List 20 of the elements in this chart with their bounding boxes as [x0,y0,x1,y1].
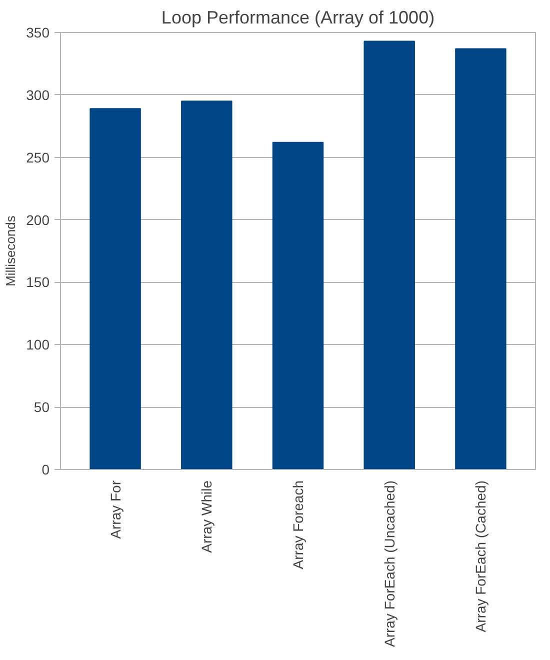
bar [181,100,232,470]
y-tick-label: 350 [26,24,50,40]
x-tick-label: Array ForEach (Uncached) [381,480,398,648]
bar [272,142,324,470]
y-tick-label: 0 [42,462,50,478]
bar [455,48,506,470]
y-tick-label: 100 [26,336,50,353]
x-tick-label: Array For [107,480,124,539]
y-tick-label: 200 [26,212,50,228]
x-tick-label: Array ForEach (Cached) [472,480,489,632]
x-tick-label: Array Foreach [290,480,306,570]
bar [90,108,141,470]
y-tick-label: 50 [34,399,50,416]
bar [364,40,415,470]
x-tick-label: Array While [198,480,215,553]
chart-title: Loop Performance (Array of 1000) [161,8,435,28]
y-tick-label: 300 [26,86,50,103]
y-tick-label: 250 [26,149,50,166]
y-tick-label: 150 [26,274,50,290]
y-axis-title: Milliseconds [3,215,18,286]
